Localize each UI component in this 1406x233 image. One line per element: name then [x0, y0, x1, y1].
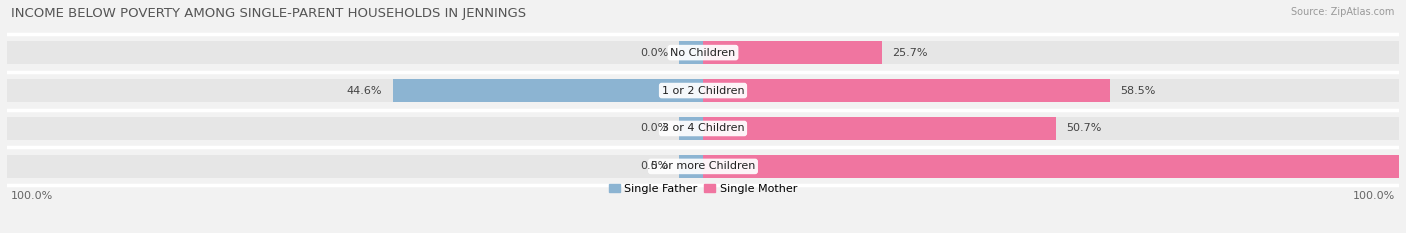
Text: 44.6%: 44.6%: [347, 86, 382, 96]
Bar: [703, 155, 1399, 178]
Bar: [703, 79, 1399, 102]
Text: 100.0%: 100.0%: [10, 191, 53, 201]
Text: 5 or more Children: 5 or more Children: [651, 161, 755, 171]
Text: 0.0%: 0.0%: [640, 123, 668, 134]
Bar: [679, 155, 703, 178]
Text: 100.0%: 100.0%: [1353, 191, 1396, 201]
Text: 1 or 2 Children: 1 or 2 Children: [662, 86, 744, 96]
Text: 0.0%: 0.0%: [640, 48, 668, 58]
Text: 3 or 4 Children: 3 or 4 Children: [662, 123, 744, 134]
Bar: [679, 117, 703, 140]
Bar: [7, 155, 703, 178]
Legend: Single Father, Single Mother: Single Father, Single Mother: [605, 180, 801, 199]
Bar: [392, 79, 703, 102]
Bar: [703, 117, 1056, 140]
Text: 0.0%: 0.0%: [640, 161, 668, 171]
Bar: [7, 117, 703, 140]
Bar: [703, 117, 1399, 140]
Bar: [703, 79, 1111, 102]
Text: 58.5%: 58.5%: [1121, 86, 1156, 96]
Bar: [703, 41, 1399, 64]
Text: 50.7%: 50.7%: [1066, 123, 1102, 134]
Bar: [7, 79, 703, 102]
Bar: [703, 41, 882, 64]
Text: No Children: No Children: [671, 48, 735, 58]
Text: 25.7%: 25.7%: [893, 48, 928, 58]
Bar: [703, 155, 1399, 178]
Text: Source: ZipAtlas.com: Source: ZipAtlas.com: [1291, 7, 1395, 17]
Bar: [7, 41, 703, 64]
Bar: [679, 41, 703, 64]
Text: INCOME BELOW POVERTY AMONG SINGLE-PARENT HOUSEHOLDS IN JENNINGS: INCOME BELOW POVERTY AMONG SINGLE-PARENT…: [11, 7, 526, 20]
